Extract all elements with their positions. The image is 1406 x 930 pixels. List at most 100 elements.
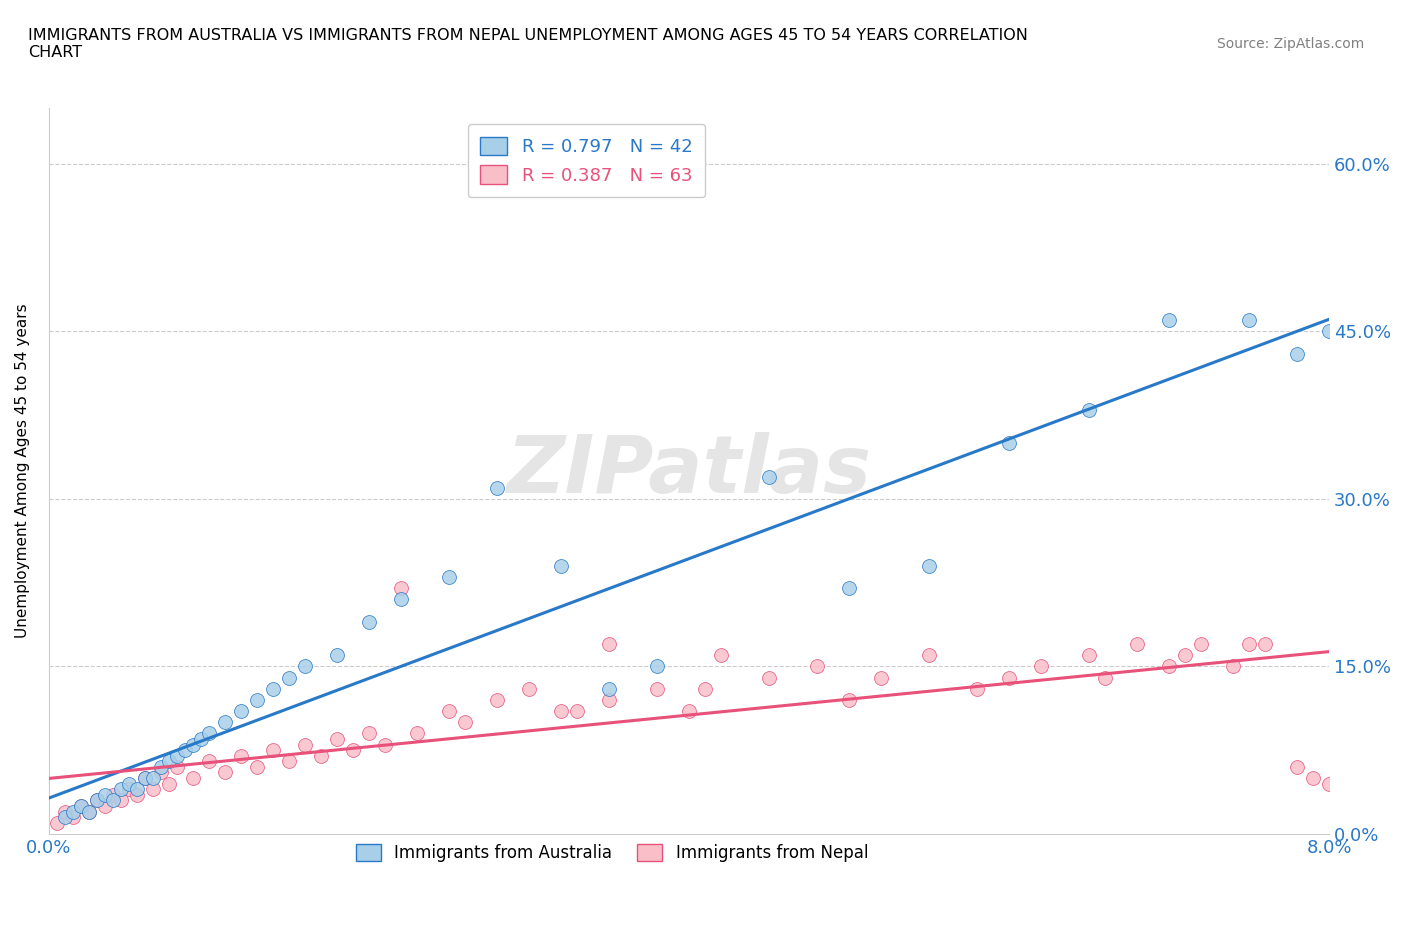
Point	[598, 637, 620, 652]
Point	[62, 804, 84, 819]
Text: ZIPatlas: ZIPatlas	[506, 432, 872, 510]
Point	[166, 749, 188, 764]
Point	[550, 704, 572, 719]
Point	[45, 816, 67, 830]
Point	[357, 726, 380, 741]
Text: IMMIGRANTS FROM AUSTRALIA VS IMMIGRANTS FROM NEPAL UNEMPLOYMENT AMONG AGES 45 TO: IMMIGRANTS FROM AUSTRALIA VS IMMIGRANTS …	[28, 28, 1028, 60]
Point	[94, 788, 117, 803]
Point	[246, 760, 269, 775]
Point	[277, 671, 299, 685]
Point	[326, 732, 349, 747]
Point	[214, 765, 236, 780]
Point	[157, 754, 180, 769]
Point	[645, 682, 668, 697]
Point	[53, 804, 76, 819]
Point	[565, 704, 588, 719]
Point	[101, 793, 124, 808]
Point	[277, 754, 299, 769]
Point	[86, 793, 108, 808]
Point	[389, 580, 412, 595]
Point	[437, 569, 460, 584]
Point	[197, 726, 219, 741]
Point	[181, 771, 204, 786]
Point	[62, 810, 84, 825]
Point	[357, 614, 380, 629]
Text: Source: ZipAtlas.com: Source: ZipAtlas.com	[1216, 37, 1364, 51]
Point	[1317, 777, 1340, 791]
Point	[1254, 637, 1277, 652]
Point	[229, 749, 252, 764]
Point	[1078, 402, 1101, 417]
Point	[142, 771, 165, 786]
Point	[53, 810, 76, 825]
Point	[550, 558, 572, 573]
Point	[166, 760, 188, 775]
Point	[294, 659, 316, 674]
Point	[454, 715, 477, 730]
Point	[758, 469, 780, 484]
Point	[77, 804, 100, 819]
Point	[998, 671, 1021, 685]
Point	[342, 743, 364, 758]
Point	[173, 743, 195, 758]
Point	[326, 648, 349, 663]
Point	[197, 754, 219, 769]
Point	[918, 558, 941, 573]
Point	[157, 777, 180, 791]
Point	[485, 693, 508, 708]
Point	[294, 737, 316, 752]
Point	[94, 799, 117, 814]
Point	[262, 743, 284, 758]
Point	[693, 682, 716, 697]
Point	[1174, 648, 1197, 663]
Point	[918, 648, 941, 663]
Point	[142, 782, 165, 797]
Point	[262, 682, 284, 697]
Point	[678, 704, 700, 719]
Point	[149, 760, 172, 775]
Point	[1189, 637, 1212, 652]
Point	[1157, 659, 1180, 674]
Point	[190, 732, 212, 747]
Point	[118, 782, 141, 797]
Point	[1078, 648, 1101, 663]
Point	[118, 777, 141, 791]
Point	[838, 580, 860, 595]
Point	[77, 804, 100, 819]
Point	[998, 435, 1021, 450]
Point	[758, 671, 780, 685]
Point	[309, 749, 332, 764]
Point	[437, 704, 460, 719]
Point	[598, 682, 620, 697]
Point	[1317, 324, 1340, 339]
Point	[1285, 346, 1308, 361]
Point	[181, 737, 204, 752]
Point	[598, 693, 620, 708]
Point	[838, 693, 860, 708]
Point	[69, 799, 91, 814]
Point	[69, 799, 91, 814]
Point	[966, 682, 988, 697]
Point	[246, 693, 269, 708]
Point	[710, 648, 733, 663]
Point	[1029, 659, 1052, 674]
Point	[125, 782, 148, 797]
Point	[134, 771, 156, 786]
Point	[517, 682, 540, 697]
Point	[389, 591, 412, 606]
Point	[1157, 312, 1180, 327]
Point	[374, 737, 396, 752]
Point	[214, 715, 236, 730]
Point	[485, 480, 508, 495]
Point	[101, 788, 124, 803]
Point	[86, 793, 108, 808]
Point	[1126, 637, 1149, 652]
Point	[1222, 659, 1244, 674]
Y-axis label: Unemployment Among Ages 45 to 54 years: Unemployment Among Ages 45 to 54 years	[15, 303, 30, 638]
Point	[110, 793, 132, 808]
Point	[229, 704, 252, 719]
Point	[1237, 312, 1260, 327]
Point	[1302, 771, 1324, 786]
Point	[870, 671, 893, 685]
Point	[405, 726, 427, 741]
